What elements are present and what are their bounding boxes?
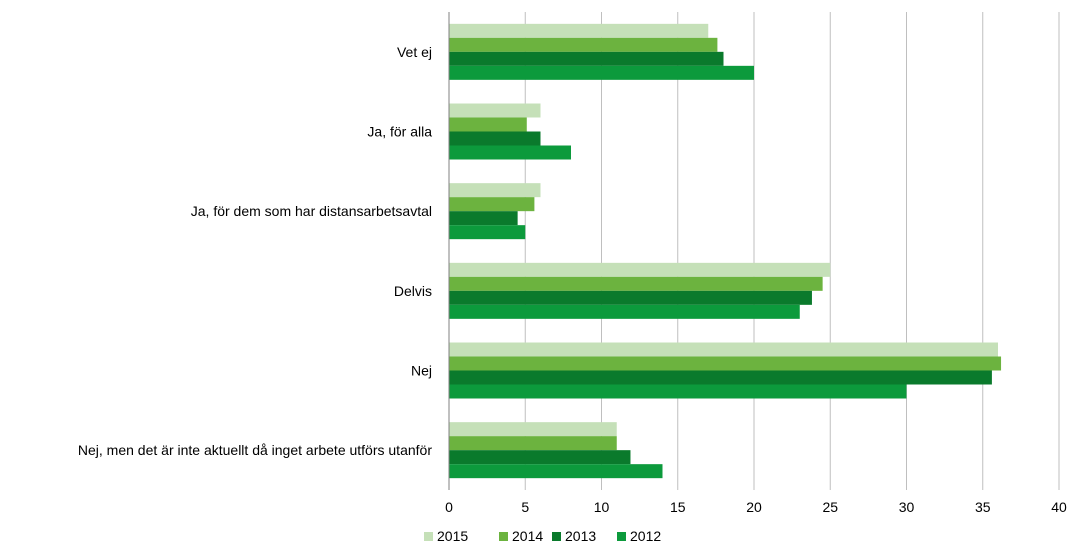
bar-2015-2 — [449, 183, 541, 198]
category-label: Delvis — [394, 283, 432, 299]
bar-2015-1 — [449, 103, 541, 118]
bar-2012-5 — [449, 464, 663, 479]
x-tick-label: 15 — [670, 499, 686, 515]
legend-label: 2015 — [437, 528, 468, 544]
bar-2014-5 — [449, 436, 617, 451]
bar-2013-0 — [449, 51, 724, 66]
bar-2015-5 — [449, 422, 617, 437]
legend-swatch-2012 — [617, 532, 626, 541]
category-labels: Vet ej Ja, för alla Ja, för dem som har di… — [78, 44, 432, 458]
bar-2015-3 — [449, 262, 831, 277]
category-label: Nej — [411, 363, 432, 379]
bar-2013-3 — [449, 290, 812, 305]
legend: 2015 2014 2013 2012 — [424, 528, 661, 544]
x-tick-label: 10 — [594, 499, 610, 515]
bar-2013-2 — [449, 211, 518, 226]
bar-2012-4 — [449, 384, 907, 399]
x-tick-label: 5 — [521, 499, 529, 515]
category-label: Ja, för alla — [367, 124, 432, 140]
x-tick-label: 0 — [445, 499, 453, 515]
bar-2015-4 — [449, 342, 998, 357]
bar-2014-1 — [449, 117, 527, 132]
bar-2014-3 — [449, 276, 823, 291]
grid-lines — [524, 12, 1060, 490]
bar-2013-5 — [449, 450, 631, 465]
legend-label: 2014 — [512, 528, 543, 544]
bar-2014-4 — [449, 356, 1002, 371]
bar-2012-3 — [449, 304, 800, 319]
bar-2012-2 — [449, 225, 526, 240]
category-label: Nej, men det är inte aktuellt då inget a… — [78, 442, 432, 458]
bar-2013-4 — [449, 370, 992, 385]
bar-2012-0 — [449, 65, 754, 80]
x-tick-label: 40 — [1051, 499, 1067, 515]
bar-2013-1 — [449, 131, 541, 146]
x-tick-label: 30 — [899, 499, 915, 515]
x-tick-label: 25 — [822, 499, 838, 515]
x-tick-label: 20 — [746, 499, 762, 515]
bar-2014-0 — [449, 37, 718, 52]
bar-2012-1 — [449, 145, 571, 160]
legend-swatch-2015 — [424, 532, 433, 541]
legend-label: 2012 — [630, 528, 661, 544]
bar-2015-0 — [449, 23, 709, 38]
bars — [449, 23, 1002, 479]
legend-swatch-2014 — [499, 532, 508, 541]
legend-swatch-2013 — [552, 532, 561, 541]
x-tick-label: 35 — [975, 499, 991, 515]
category-label: Ja, för dem som har distansarbetsavtal — [191, 203, 432, 219]
bar-2014-2 — [449, 197, 535, 212]
legend-label: 2013 — [565, 528, 596, 544]
x-tick-labels: 0 5 10 15 20 25 30 35 40 — [445, 499, 1067, 515]
category-label: Vet ej — [397, 44, 432, 60]
